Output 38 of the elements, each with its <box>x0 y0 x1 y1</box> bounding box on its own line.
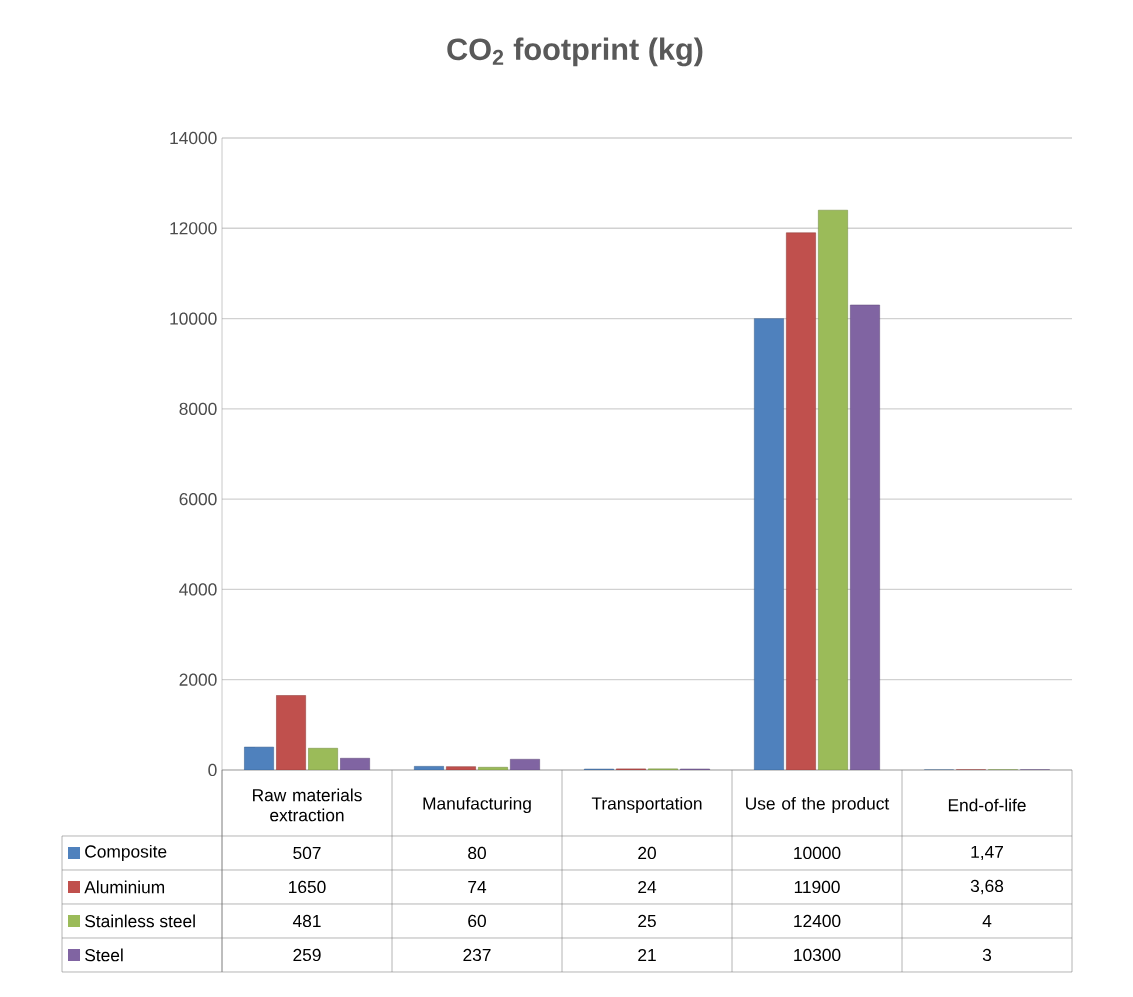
y-tick-label: 8000 <box>179 402 217 415</box>
x-tick-label: Use of the product <box>746 796 890 814</box>
data-label: 24 <box>638 880 657 894</box>
data-label: 3 <box>982 948 992 962</box>
chart-title: CO$_{2}$ footprint (kg) <box>447 37 703 67</box>
data-label: 4 <box>982 915 992 927</box>
data-label: 1,47 <box>971 845 1003 861</box>
legend-label: Steel <box>85 948 123 962</box>
y-tick-label: 4000 <box>179 583 217 596</box>
legend-label: Aluminium <box>84 880 165 894</box>
y-tick-label: 14000 <box>170 131 217 145</box>
y-tick-label: 6000 <box>179 492 217 506</box>
data-label: 80 <box>468 846 486 860</box>
x-tick-label: Raw materials extraction <box>253 788 362 822</box>
data-label: 10000 <box>794 846 841 860</box>
y-tick-label: 2000 <box>179 673 217 686</box>
y-tick-label: 10000 <box>170 312 217 325</box>
x-tick-label: End-of-life <box>948 798 1026 812</box>
data-label: 60 <box>468 914 486 928</box>
legend-label: Stainless steel <box>85 914 195 928</box>
data-label: 3,68 <box>970 879 1004 895</box>
legend-label: Composite <box>85 844 167 862</box>
y-tick-label: 0 <box>208 763 217 777</box>
x-tick-label: Transportation <box>591 796 702 814</box>
data-label: 259 <box>293 948 321 962</box>
data-label: 74 <box>468 881 487 893</box>
data-label: 10300 <box>794 948 841 962</box>
data-label: 1650 <box>289 880 326 894</box>
data-label: 20 <box>638 846 656 860</box>
data-label: 21 <box>638 948 656 962</box>
data-label: 12400 <box>794 914 841 928</box>
data-label: 481 <box>292 914 321 928</box>
data-label: 507 <box>293 846 321 860</box>
data-label: 25 <box>638 914 656 928</box>
data-label: 237 <box>463 948 491 962</box>
data-label: 11900 <box>794 880 840 894</box>
x-tick-label: Manufacturing <box>423 796 531 814</box>
y-tick-label: 12000 <box>170 222 217 235</box>
